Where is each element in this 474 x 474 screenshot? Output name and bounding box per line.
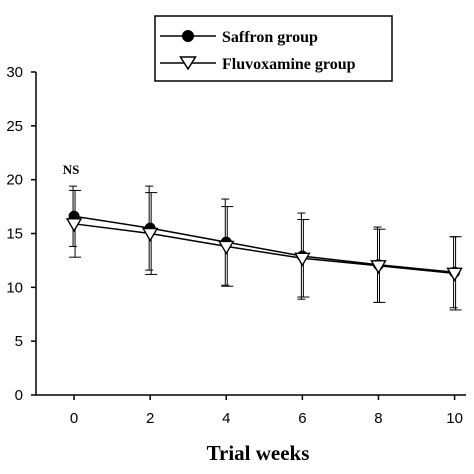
data-point-fluvoxamine [218, 240, 235, 255]
y-tick-label: 15 [6, 226, 23, 243]
x-tick-label: 10 [446, 410, 463, 427]
data-point-fluvoxamine [141, 227, 159, 242]
x-tick-label: 0 [70, 410, 78, 427]
legend-label-fluvoxamine: Fluvoxamine group [222, 56, 356, 73]
data-point-fluvoxamine [370, 260, 387, 275]
y-tick-label: 30 [6, 64, 23, 81]
axes: 0 5 10 15 20 25 30 0 2 4 6 8 10 [6, 64, 466, 427]
data-point-fluvoxamine [65, 218, 83, 233]
x-tick-label: 4 [222, 410, 230, 427]
x-tick-label: 6 [298, 410, 306, 427]
data-point-fluvoxamine [446, 267, 463, 282]
series-line-0 [73, 215, 455, 274]
series-line-1 [73, 223, 455, 275]
y-tick-label: 5 [15, 333, 23, 350]
y-tick-label: 0 [15, 387, 23, 404]
legend-marker-fluvoxamine [179, 56, 197, 71]
y-tick-label: 10 [6, 279, 23, 296]
y-tick-label: 25 [6, 118, 23, 135]
y-tick-label: 20 [6, 172, 23, 189]
x-axis-title: Trial weeks [207, 441, 310, 465]
x-tick-label: 8 [374, 410, 382, 427]
legend: Saffron group Fluvoxamine group [154, 15, 393, 82]
legend-label-saffron: Saffron group [222, 29, 318, 46]
x-tick-label: 2 [146, 410, 154, 427]
series-layer [65, 185, 463, 311]
legend-marker-saffron [182, 30, 194, 42]
legend-box [154, 15, 393, 82]
annotation-ns: NS [63, 162, 80, 177]
data-point-fluvoxamine [294, 252, 311, 267]
